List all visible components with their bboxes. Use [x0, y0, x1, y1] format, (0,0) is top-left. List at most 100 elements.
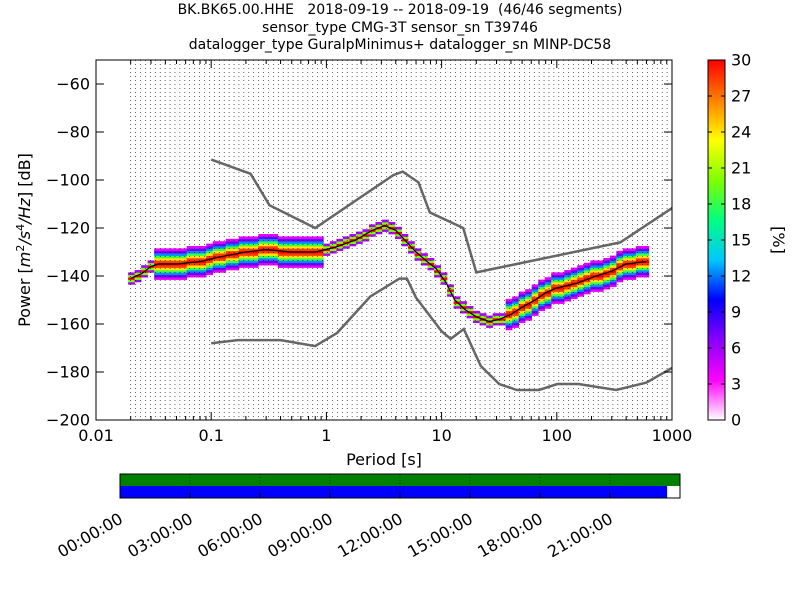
heatmap-cell [219, 241, 227, 244]
heatmap-cell [395, 234, 402, 237]
heatmap-cell [336, 238, 344, 242]
heatmap-cell [590, 265, 598, 268]
heatmap-cell [531, 291, 539, 295]
heatmap-cell [525, 308, 533, 312]
heatmap-cell [225, 258, 233, 261]
heatmap-cell [336, 243, 344, 247]
heatmap-cell [564, 277, 572, 280]
heatmap-cell [531, 286, 539, 290]
heatmap-cell [557, 284, 565, 288]
heatmap-cell [590, 260, 598, 264]
heatmap-cell [596, 282, 604, 285]
heatmap-cell [186, 267, 194, 271]
heatmap-cell [212, 262, 220, 266]
heatmap-cell [635, 246, 643, 249]
timeline-tick-label: 03:00:00 [124, 509, 196, 561]
heatmap-cell [251, 258, 259, 261]
heatmap-cell [583, 282, 591, 285]
heatmap-cell [635, 253, 643, 256]
heatmap-cell [186, 265, 194, 268]
heatmap-cell [596, 260, 604, 264]
heatmap-cell [147, 267, 155, 271]
x-tick-label: 1000 [652, 426, 693, 445]
heatmap-cell [193, 265, 201, 268]
heatmap-cell [212, 250, 220, 254]
heatmap-cell [199, 248, 207, 252]
heatmap-cell [421, 253, 428, 256]
heatmap-cell [297, 258, 305, 261]
heatmap-cell [251, 248, 259, 252]
heatmap-cell [342, 238, 350, 242]
heatmap-cell [629, 272, 637, 276]
heatmap-cell [271, 258, 279, 261]
heatmap-cell [564, 270, 572, 273]
heatmap-cell [512, 303, 519, 307]
heatmap-cell [381, 219, 389, 223]
heatmap-cell [518, 301, 526, 304]
heatmap-cell [277, 253, 285, 256]
heatmap-cell [590, 272, 598, 276]
heatmap-cell [310, 253, 318, 256]
heatmap-cell [206, 270, 214, 273]
heatmap-cell [512, 298, 519, 302]
heatmap-cell [245, 241, 253, 244]
heatmap-cell [342, 236, 350, 240]
heatmap-cell [336, 246, 344, 249]
heatmap-cell [518, 298, 526, 302]
timeline-tick-label: 06:00:00 [194, 509, 266, 561]
heatmap-cell [505, 325, 513, 328]
heatmap-cell [531, 289, 539, 292]
heatmap-cell [642, 258, 650, 261]
heatmap-cell [570, 289, 578, 292]
heatmap-cell [577, 286, 585, 290]
heatmap-cell [212, 243, 220, 247]
heatmap-cell [173, 260, 181, 264]
heatmap-cell [147, 270, 155, 273]
heatmap-cell [603, 258, 611, 261]
heatmap-cell [316, 246, 324, 249]
heatmap-cell [173, 250, 181, 254]
timeline-tick-label: 18:00:00 [474, 509, 546, 561]
heatmap-cell [642, 267, 650, 271]
heatmap-cell [186, 260, 194, 264]
heatmap-cell [518, 320, 526, 324]
heatmap-cell [577, 272, 585, 276]
x-tick-label: 100 [542, 426, 573, 445]
heatmap-cell [512, 313, 519, 316]
heatmap-cell [323, 246, 331, 249]
heatmap-cell [466, 308, 474, 312]
heatmap-cell [316, 258, 324, 261]
heatmap-cell [264, 236, 272, 240]
colorbar: 0 3 6 9 12 15 18 21 24 27 30 [707, 51, 751, 430]
heatmap-cell [642, 262, 650, 266]
heatmap-cell [323, 253, 331, 256]
heatmap-cell [635, 258, 643, 261]
heatmap-cell [186, 253, 194, 256]
heatmap-cell [310, 236, 318, 240]
heatmap-cell [258, 250, 266, 254]
heatmap-cell [134, 277, 142, 280]
heatmap-cell [238, 246, 246, 249]
heatmap-cell [258, 260, 266, 264]
heatmap-cell [577, 291, 585, 295]
heatmap-cell [290, 265, 298, 268]
heatmap-cell [219, 246, 227, 249]
heatmap-cell [329, 250, 337, 254]
heatmap-cell [160, 274, 168, 278]
heatmap-cell [251, 241, 259, 244]
heatmap-cell [603, 277, 611, 280]
heatmap-cell [583, 272, 591, 276]
heatmap-cell [538, 286, 546, 290]
heatmap-cell [577, 284, 585, 288]
heatmap-cell [603, 279, 611, 283]
heatmap-cell [531, 294, 539, 297]
heatmap-cell [206, 265, 214, 268]
heatmap-cell [525, 298, 533, 302]
heatmap-cell [512, 301, 519, 304]
heatmap-cell [232, 253, 240, 256]
heatmap-cell [596, 279, 604, 283]
heatmap-cell [290, 243, 298, 247]
y-tick-label: −160 [46, 315, 90, 334]
heatmap-cell [310, 248, 318, 252]
heatmap-cell [401, 236, 409, 240]
